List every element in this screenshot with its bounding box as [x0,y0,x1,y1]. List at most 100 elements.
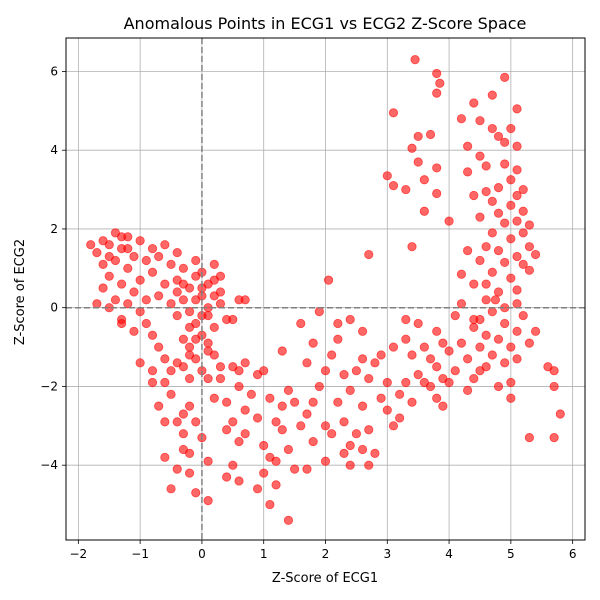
data-point [135,236,145,246]
data-point [215,373,226,384]
data-point [277,401,287,411]
data-point [500,137,510,147]
data-point [401,314,411,325]
data-point [487,123,497,134]
data-point [228,362,238,372]
data-point [98,236,108,246]
data-point [506,273,516,283]
data-point [184,283,195,293]
data-point [512,141,522,151]
data-point [407,397,417,407]
data-point [487,228,497,238]
y-tick-label: 6 [50,64,58,78]
data-point [123,263,133,273]
data-point [123,299,133,309]
data-point [135,307,145,317]
data-point [549,366,559,376]
data-point [345,314,355,325]
data-point [296,421,306,431]
data-point [506,342,516,352]
data-point [117,232,127,242]
data-point [506,123,516,134]
data-point [469,322,479,332]
data-point [376,393,386,403]
data-point [228,417,238,427]
plot-area: −2 −1 0 1 2 3 4 5 6 −4 −2 0 2 4 6 [40,37,586,561]
data-point [500,358,510,368]
y-tick-label: 4 [50,143,58,157]
data-point [259,366,269,376]
x-tick-label: −1 [131,547,149,561]
data-point [147,330,158,340]
data-point [469,98,479,108]
data-point [370,448,380,458]
data-point [277,425,287,435]
data-point [518,206,528,216]
data-point [147,267,158,277]
data-point [388,421,399,431]
x-tick-label: 2 [322,547,330,561]
data-point [530,249,541,260]
data-point [320,366,331,376]
data-point [456,299,467,309]
data-point [92,299,102,309]
data-point [413,157,423,167]
data-point [228,314,238,325]
data-point [314,307,324,317]
data-point [141,255,151,266]
data-point [203,338,213,348]
data-point [506,377,516,388]
data-point [259,468,269,478]
data-point [413,370,423,380]
data-point [154,342,164,352]
data-point [296,318,306,329]
data-point [450,366,460,376]
data-point [191,255,201,266]
data-point [395,389,405,399]
data-point [166,484,176,494]
data-point [388,342,399,352]
data-point [184,468,195,478]
data-point [123,244,133,254]
data-point [493,208,504,218]
data-point [141,318,151,329]
data-point [252,413,263,423]
data-point [512,165,522,175]
data-point [506,175,516,185]
data-point [228,460,238,470]
data-point [215,299,226,309]
data-point [432,326,442,336]
data-point [456,114,467,124]
data-point [475,116,485,126]
data-point [339,370,349,380]
data-point [184,307,195,317]
data-point [456,338,467,348]
data-point [222,472,232,482]
data-point [104,251,114,262]
data-point [184,322,195,332]
data-point [333,397,343,407]
data-point [129,326,139,336]
data-point [518,184,528,195]
data-point [512,251,522,262]
data-point [209,322,219,332]
data-point [438,401,448,411]
data-point [463,167,473,177]
data-point [172,310,182,321]
data-point [401,377,411,388]
data-point [339,417,349,427]
x-axis-label: Z-Score of ECG1 [272,571,378,586]
data-point [382,171,392,181]
data-point [357,326,368,336]
data-point [376,350,386,360]
data-point [172,358,182,368]
data-point [506,234,516,244]
data-point [469,279,479,289]
data-point [518,259,528,269]
data-point [487,307,497,317]
data-point [327,350,337,360]
data-point [215,362,226,372]
data-point [493,287,504,297]
data-point [252,484,263,494]
data-point [191,417,201,427]
